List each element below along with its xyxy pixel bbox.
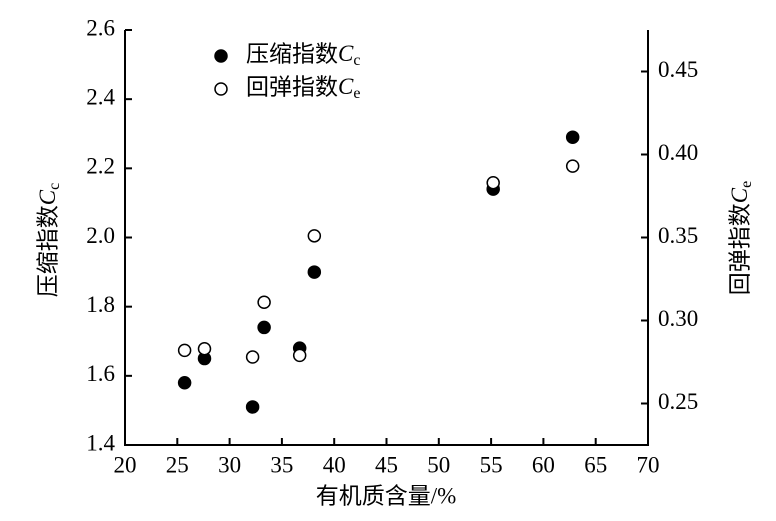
x-tick-label: 50 — [427, 452, 450, 477]
y-tick-label: 2.0 — [86, 223, 115, 248]
y2-tick-label: 0.45 — [658, 57, 698, 82]
point — [307, 265, 322, 279]
x-tick-label: 70 — [637, 452, 660, 477]
y-tick-label: 1.4 — [86, 430, 115, 455]
point — [565, 159, 580, 173]
y-axis-label: 压缩指数Cc — [35, 183, 62, 297]
y2-tick-label: 0.35 — [658, 223, 698, 248]
point — [565, 130, 580, 144]
x-tick-label: 60 — [532, 452, 555, 477]
x-tick-label: 20 — [114, 452, 137, 477]
y2-tick-label: 0.25 — [658, 389, 698, 414]
point — [486, 175, 500, 190]
point — [245, 350, 260, 364]
y-tick-label: 1.8 — [86, 292, 115, 317]
point — [177, 376, 192, 390]
x-tick-label: 55 — [480, 452, 503, 477]
legend-marker — [214, 49, 228, 63]
point — [197, 341, 212, 356]
x-tick-label: 40 — [323, 452, 346, 477]
point — [257, 320, 271, 335]
y2-tick-label: 0.30 — [658, 306, 698, 331]
point — [245, 400, 260, 414]
point — [177, 343, 192, 358]
x-axis-label: 有机质含量/% — [316, 483, 457, 508]
y-tick-label: 2.4 — [86, 84, 115, 109]
x-tick-label: 45 — [375, 452, 398, 477]
x-tick-label: 35 — [270, 452, 293, 477]
point — [292, 348, 307, 363]
y-tick-label: 2.2 — [86, 154, 115, 179]
y-tick-label: 1.6 — [86, 361, 115, 386]
point — [307, 229, 322, 243]
x-tick-label: 25 — [166, 452, 189, 477]
legend-marker — [214, 82, 228, 96]
legend-label: 回弹指数Ce — [246, 74, 360, 101]
y2-tick-label: 0.40 — [658, 140, 698, 165]
point — [257, 295, 271, 309]
y2-axis-label: 回弹指数Ce — [727, 181, 754, 295]
x-tick-label: 30 — [218, 452, 241, 477]
x-tick-label: 65 — [584, 452, 607, 477]
y-tick-label: 2.6 — [86, 15, 115, 40]
axis-frame — [124, 30, 649, 446]
legend-label: 压缩指数Cc — [246, 41, 360, 68]
